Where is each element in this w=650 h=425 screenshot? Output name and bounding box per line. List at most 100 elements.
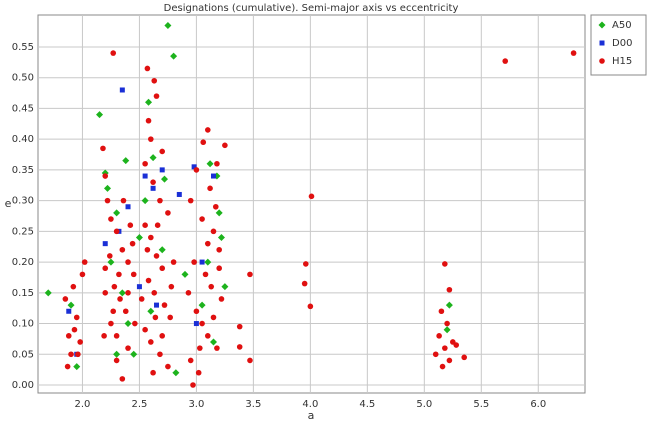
point <box>445 301 453 309</box>
point <box>438 308 445 315</box>
point <box>132 320 138 327</box>
point <box>193 321 199 327</box>
point <box>308 193 315 200</box>
point <box>161 302 168 308</box>
y-axis-label: e <box>5 197 12 210</box>
point <box>187 357 194 364</box>
y-tick-label: 0.10 <box>12 319 34 330</box>
point <box>119 87 125 93</box>
x-tick-label: 5.5 <box>473 399 489 410</box>
point <box>165 363 171 370</box>
point <box>129 240 136 247</box>
point <box>160 175 168 183</box>
point <box>142 173 148 179</box>
point <box>215 209 223 217</box>
point <box>303 261 309 267</box>
point <box>218 296 225 302</box>
point <box>44 289 52 297</box>
point <box>432 351 439 358</box>
point <box>195 369 202 376</box>
point <box>168 283 175 290</box>
point <box>210 173 216 179</box>
point <box>247 357 253 364</box>
point <box>208 283 215 290</box>
point <box>167 314 173 321</box>
point <box>110 308 117 315</box>
point <box>217 233 225 241</box>
point <box>570 50 577 56</box>
point <box>222 142 228 149</box>
point <box>159 265 166 272</box>
point <box>190 382 196 388</box>
point <box>439 363 446 370</box>
y-tick-label: 0.15 <box>12 288 34 299</box>
x-axis-label: a <box>308 409 315 422</box>
point <box>247 271 253 278</box>
point <box>444 320 450 327</box>
y-tick-label: 0.00 <box>12 380 34 391</box>
point <box>157 197 163 204</box>
point <box>442 261 448 267</box>
point <box>111 283 118 290</box>
point <box>125 345 131 351</box>
y-tick-label: 0.30 <box>12 196 34 207</box>
point <box>108 320 114 327</box>
point <box>170 52 178 60</box>
point <box>144 246 151 253</box>
point <box>130 350 138 358</box>
point <box>68 351 74 358</box>
point <box>185 290 192 296</box>
point <box>96 111 104 119</box>
point <box>210 314 217 321</box>
point <box>64 363 71 370</box>
point <box>216 265 222 272</box>
point <box>193 308 200 315</box>
point <box>151 77 158 84</box>
x-tick-label: 4.5 <box>359 399 375 410</box>
legend-marker <box>599 58 605 64</box>
point <box>110 50 117 56</box>
point <box>207 185 213 192</box>
point <box>116 271 122 278</box>
point <box>145 117 152 124</box>
point <box>125 204 131 210</box>
point <box>113 209 121 217</box>
point <box>150 179 156 185</box>
chart-title: Designations (cumulative). Semi-major ax… <box>164 3 459 14</box>
point <box>144 65 151 72</box>
point <box>204 240 211 247</box>
point <box>181 270 189 278</box>
y-tick-label: 0.45 <box>12 103 34 114</box>
point <box>150 185 156 191</box>
legend-label: H15 <box>612 56 632 67</box>
y-tick-label: 0.55 <box>12 42 34 53</box>
point <box>153 93 160 99</box>
x-tick-label: 4.0 <box>302 399 318 410</box>
point <box>206 160 214 168</box>
point <box>159 167 165 173</box>
point <box>75 351 81 358</box>
plot-area <box>37 14 586 394</box>
point <box>176 191 182 197</box>
point <box>77 339 83 345</box>
point <box>199 320 205 327</box>
point <box>113 333 120 339</box>
y-tick-label: 0.50 <box>12 73 34 84</box>
point <box>154 302 160 308</box>
point <box>102 241 108 247</box>
point <box>148 136 154 142</box>
point <box>204 333 211 339</box>
point <box>106 253 113 259</box>
point <box>135 233 143 241</box>
legend-label: D00 <box>612 38 632 49</box>
point <box>62 296 69 302</box>
point <box>148 339 154 345</box>
point <box>193 167 200 173</box>
point <box>148 234 154 241</box>
y-tick-label: 0.25 <box>12 226 34 237</box>
point <box>199 259 205 265</box>
x-tick-label: 6.0 <box>530 399 546 410</box>
point <box>154 222 161 229</box>
point <box>307 303 314 310</box>
